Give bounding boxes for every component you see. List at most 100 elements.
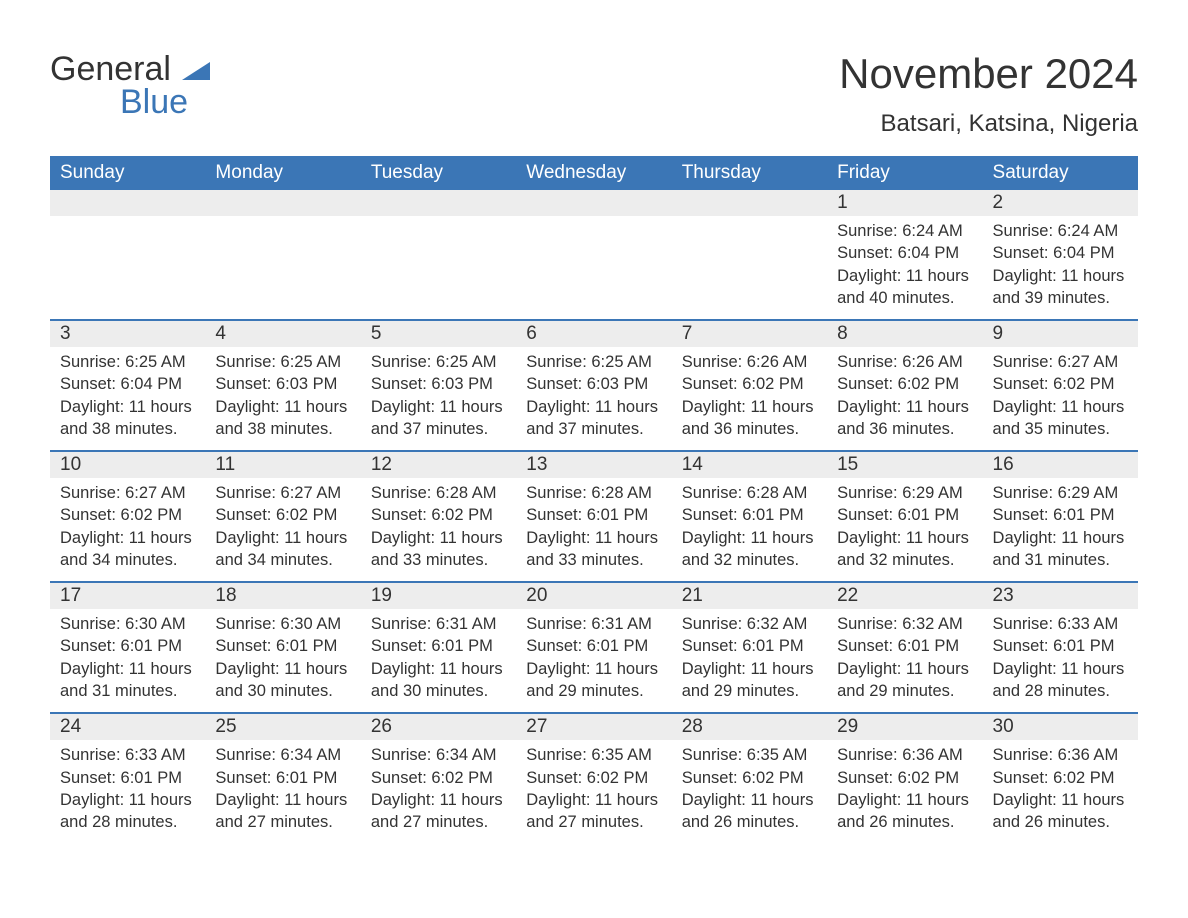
sunset-line: Sunset: 6:02 PM <box>682 373 817 395</box>
page-title: November 2024 <box>839 50 1138 98</box>
sunset-line: Sunset: 6:01 PM <box>60 767 195 789</box>
daylight-line: Daylight: 11 hours and 29 minutes. <box>837 658 972 703</box>
day-cell: 20Sunrise: 6:31 AMSunset: 6:01 PMDayligh… <box>516 583 671 712</box>
week-row: 10Sunrise: 6:27 AMSunset: 6:02 PMDayligh… <box>50 450 1138 581</box>
day-cell: 24Sunrise: 6:33 AMSunset: 6:01 PMDayligh… <box>50 714 205 843</box>
day-number <box>516 190 671 216</box>
day-number: 20 <box>516 583 671 609</box>
day-details: Sunrise: 6:26 AMSunset: 6:02 PMDaylight:… <box>672 347 827 450</box>
day-number: 3 <box>50 321 205 347</box>
sunset-line: Sunset: 6:01 PM <box>60 635 195 657</box>
sunset-line: Sunset: 6:02 PM <box>371 767 506 789</box>
sunrise-line: Sunrise: 6:26 AM <box>837 351 972 373</box>
sunrise-line: Sunrise: 6:24 AM <box>837 220 972 242</box>
header-row: General Blue November 2024 Batsari, Kats… <box>50 50 1138 138</box>
day-details: Sunrise: 6:28 AMSunset: 6:01 PMDaylight:… <box>516 478 671 581</box>
day-cell: 2Sunrise: 6:24 AMSunset: 6:04 PMDaylight… <box>983 190 1138 319</box>
daylight-line: Daylight: 11 hours and 35 minutes. <box>993 396 1128 441</box>
day-cell: 23Sunrise: 6:33 AMSunset: 6:01 PMDayligh… <box>983 583 1138 712</box>
sunset-line: Sunset: 6:04 PM <box>993 242 1128 264</box>
day-details: Sunrise: 6:34 AMSunset: 6:01 PMDaylight:… <box>205 740 360 843</box>
day-number: 23 <box>983 583 1138 609</box>
day-number: 13 <box>516 452 671 478</box>
daylight-line: Daylight: 11 hours and 26 minutes. <box>837 789 972 834</box>
weekday-header: Sunday <box>50 156 205 190</box>
sunrise-line: Sunrise: 6:25 AM <box>371 351 506 373</box>
sunrise-line: Sunrise: 6:28 AM <box>526 482 661 504</box>
day-details: Sunrise: 6:29 AMSunset: 6:01 PMDaylight:… <box>983 478 1138 581</box>
daylight-line: Daylight: 11 hours and 38 minutes. <box>60 396 195 441</box>
sunrise-line: Sunrise: 6:27 AM <box>215 482 350 504</box>
flag-icon <box>182 50 210 68</box>
day-details: Sunrise: 6:28 AMSunset: 6:01 PMDaylight:… <box>672 478 827 581</box>
day-number: 27 <box>516 714 671 740</box>
title-block: November 2024 Batsari, Katsina, Nigeria <box>839 50 1138 138</box>
day-number: 9 <box>983 321 1138 347</box>
day-details: Sunrise: 6:36 AMSunset: 6:02 PMDaylight:… <box>983 740 1138 843</box>
day-number: 10 <box>50 452 205 478</box>
day-number: 1 <box>827 190 982 216</box>
day-number <box>205 190 360 216</box>
day-cell: 3Sunrise: 6:25 AMSunset: 6:04 PMDaylight… <box>50 321 205 450</box>
day-details: Sunrise: 6:30 AMSunset: 6:01 PMDaylight:… <box>205 609 360 712</box>
sunrise-line: Sunrise: 6:33 AM <box>993 613 1128 635</box>
calendar-page: General Blue November 2024 Batsari, Kats… <box>0 0 1188 843</box>
sunset-line: Sunset: 6:01 PM <box>837 635 972 657</box>
day-cell: 15Sunrise: 6:29 AMSunset: 6:01 PMDayligh… <box>827 452 982 581</box>
sunset-line: Sunset: 6:01 PM <box>526 635 661 657</box>
sunrise-line: Sunrise: 6:33 AM <box>60 744 195 766</box>
daylight-line: Daylight: 11 hours and 26 minutes. <box>993 789 1128 834</box>
sunset-line: Sunset: 6:02 PM <box>371 504 506 526</box>
day-number: 17 <box>50 583 205 609</box>
sunset-line: Sunset: 6:02 PM <box>60 504 195 526</box>
weekday-header: Thursday <box>672 156 827 190</box>
day-details: Sunrise: 6:36 AMSunset: 6:02 PMDaylight:… <box>827 740 982 843</box>
weekday-header: Friday <box>827 156 982 190</box>
calendar-grid: SundayMondayTuesdayWednesdayThursdayFrid… <box>50 156 1138 843</box>
day-cell: 8Sunrise: 6:26 AMSunset: 6:02 PMDaylight… <box>827 321 982 450</box>
weekday-header-row: SundayMondayTuesdayWednesdayThursdayFrid… <box>50 156 1138 190</box>
day-cell: 27Sunrise: 6:35 AMSunset: 6:02 PMDayligh… <box>516 714 671 843</box>
sunset-line: Sunset: 6:02 PM <box>682 767 817 789</box>
day-details: Sunrise: 6:27 AMSunset: 6:02 PMDaylight:… <box>50 478 205 581</box>
day-number: 29 <box>827 714 982 740</box>
sunset-line: Sunset: 6:01 PM <box>682 504 817 526</box>
day-number <box>672 190 827 216</box>
day-details: Sunrise: 6:24 AMSunset: 6:04 PMDaylight:… <box>983 216 1138 319</box>
day-cell: 21Sunrise: 6:32 AMSunset: 6:01 PMDayligh… <box>672 583 827 712</box>
day-number: 28 <box>672 714 827 740</box>
day-number: 5 <box>361 321 516 347</box>
day-cell: 18Sunrise: 6:30 AMSunset: 6:01 PMDayligh… <box>205 583 360 712</box>
sunset-line: Sunset: 6:01 PM <box>682 635 817 657</box>
sunrise-line: Sunrise: 6:35 AM <box>526 744 661 766</box>
day-cell: 10Sunrise: 6:27 AMSunset: 6:02 PMDayligh… <box>50 452 205 581</box>
daylight-line: Daylight: 11 hours and 33 minutes. <box>371 527 506 572</box>
day-details: Sunrise: 6:32 AMSunset: 6:01 PMDaylight:… <box>672 609 827 712</box>
day-cell: 26Sunrise: 6:34 AMSunset: 6:02 PMDayligh… <box>361 714 516 843</box>
day-details: Sunrise: 6:25 AMSunset: 6:03 PMDaylight:… <box>361 347 516 450</box>
daylight-line: Daylight: 11 hours and 36 minutes. <box>837 396 972 441</box>
logo-text: General Blue <box>50 50 210 122</box>
day-details: Sunrise: 6:30 AMSunset: 6:01 PMDaylight:… <box>50 609 205 712</box>
sunrise-line: Sunrise: 6:28 AM <box>682 482 817 504</box>
day-number: 8 <box>827 321 982 347</box>
week-row: 24Sunrise: 6:33 AMSunset: 6:01 PMDayligh… <box>50 712 1138 843</box>
day-cell: 11Sunrise: 6:27 AMSunset: 6:02 PMDayligh… <box>205 452 360 581</box>
day-cell <box>50 190 205 319</box>
week-row: 3Sunrise: 6:25 AMSunset: 6:04 PMDaylight… <box>50 319 1138 450</box>
day-number: 16 <box>983 452 1138 478</box>
day-number: 21 <box>672 583 827 609</box>
sunrise-line: Sunrise: 6:25 AM <box>526 351 661 373</box>
daylight-line: Daylight: 11 hours and 30 minutes. <box>215 658 350 703</box>
sunrise-line: Sunrise: 6:36 AM <box>837 744 972 766</box>
daylight-line: Daylight: 11 hours and 39 minutes. <box>993 265 1128 310</box>
daylight-line: Daylight: 11 hours and 31 minutes. <box>60 658 195 703</box>
daylight-line: Daylight: 11 hours and 32 minutes. <box>682 527 817 572</box>
sunset-line: Sunset: 6:04 PM <box>60 373 195 395</box>
day-cell: 5Sunrise: 6:25 AMSunset: 6:03 PMDaylight… <box>361 321 516 450</box>
day-cell: 9Sunrise: 6:27 AMSunset: 6:02 PMDaylight… <box>983 321 1138 450</box>
day-cell: 30Sunrise: 6:36 AMSunset: 6:02 PMDayligh… <box>983 714 1138 843</box>
day-details: Sunrise: 6:25 AMSunset: 6:03 PMDaylight:… <box>205 347 360 450</box>
sunrise-line: Sunrise: 6:31 AM <box>526 613 661 635</box>
sunset-line: Sunset: 6:02 PM <box>993 767 1128 789</box>
